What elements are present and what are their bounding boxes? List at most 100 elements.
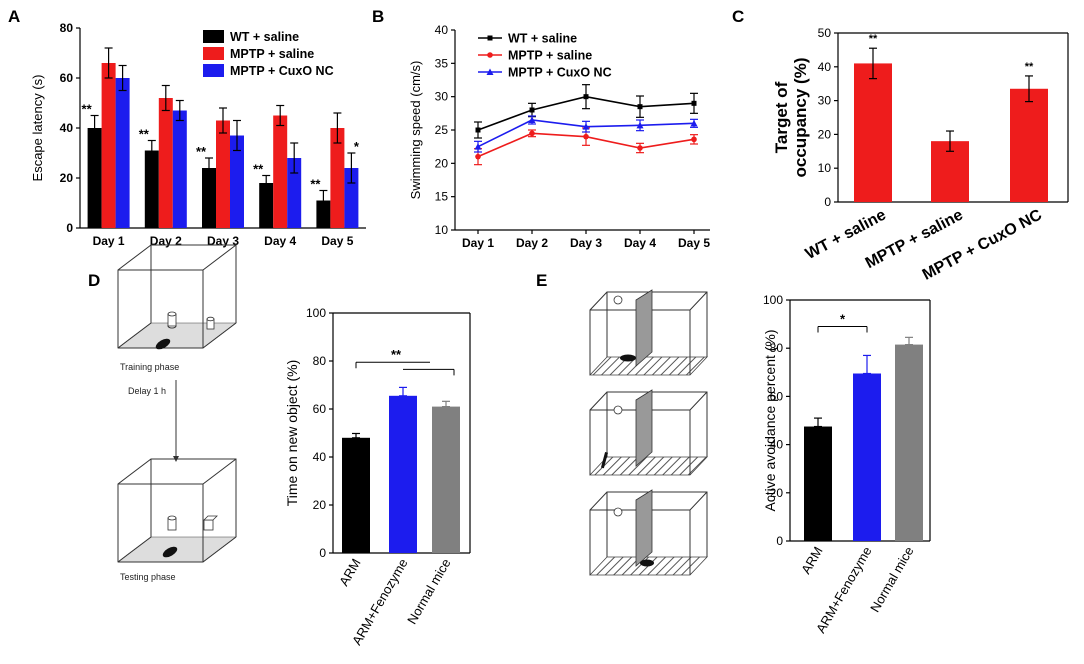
chart-b-point	[582, 123, 590, 130]
chart-b-legend-marker	[486, 68, 494, 75]
chart-c-y-title-line1: Target of	[772, 81, 791, 153]
illustration-active-avoidance	[589, 289, 708, 576]
chart-b-legend-label: WT + saline	[508, 32, 577, 46]
chart-a-bar	[202, 168, 216, 228]
chart-b-y-tick-label: 35	[435, 56, 449, 70]
light-bulb-icon	[613, 295, 623, 305]
chart-c-y-title-line2: occupancy (%)	[791, 58, 810, 178]
chart-d-significance: **	[391, 347, 402, 362]
chart-b-y-tick-label: 25	[435, 123, 449, 137]
chart-c-y-tick-label: 40	[818, 60, 832, 74]
chart-b-legend-marker	[487, 35, 493, 41]
chart-c-significance: **	[1025, 61, 1034, 73]
chart-a-legend-swatch	[203, 64, 224, 77]
chart-a-legend-swatch	[203, 30, 224, 43]
chart-b-y-tick-label: 20	[435, 156, 449, 170]
chart-c-y-tick-label: 10	[818, 161, 832, 175]
chart-b-legend-label: MPTP + CuxO NC	[508, 66, 612, 80]
chart-a-y-tick-label: 40	[60, 121, 74, 135]
chart-e-bar	[804, 426, 832, 541]
chart-c-y-tick-label: 0	[824, 195, 831, 209]
chart-d-bar	[389, 395, 417, 553]
panel-letter-d: D	[88, 271, 100, 290]
chart-e-y-tick-label: 100	[763, 293, 783, 307]
chart-c-y-tick-label: 30	[818, 94, 832, 108]
chart-d-y-tick-label: 60	[313, 402, 327, 416]
chart-c-significance: **	[869, 33, 878, 45]
chart-b-y-tick-label: 30	[435, 90, 449, 104]
chart-b-point	[528, 116, 536, 123]
chart-a-y-tick-label: 0	[66, 221, 73, 235]
chart-a-significance: **	[253, 162, 264, 177]
chart-b-swimming-speed: 10 15 20 25 30 35 40 Day 1 Day 2 Day 3 Day 4 Day 5 S…	[408, 23, 710, 250]
light-bulb-icon	[613, 507, 623, 517]
training-phase-caption: Training phase	[120, 362, 179, 372]
chart-b-point	[529, 107, 535, 113]
chart-e-y-title: Active avoidance percent (%)	[762, 329, 778, 511]
chart-b-legend-label: MPTP + saline	[508, 49, 592, 63]
shuttle-box-1	[589, 289, 708, 376]
chart-a-y-tick-label: 20	[60, 171, 74, 185]
chart-d-y-tick-label: 100	[306, 306, 326, 320]
panel-letter-c: C	[732, 7, 744, 26]
chart-e-y-tick-label: 20	[770, 486, 784, 500]
chart-a-y-title: Escape latency (s)	[30, 75, 45, 182]
mouse-icon	[162, 546, 178, 558]
chart-b-x-label: Day 1	[462, 236, 494, 250]
chart-c-bar	[1010, 88, 1048, 202]
chart-a-significance: **	[82, 102, 93, 117]
chart-a-bar	[316, 200, 331, 228]
chart-b-y-title: Swimming speed (cm/s)	[408, 61, 423, 200]
training-box-drawing	[117, 244, 237, 350]
chart-e-bar	[853, 373, 881, 541]
chart-d-bar	[432, 406, 460, 553]
chart-a-y-tick-label: 80	[60, 21, 74, 35]
chart-b-x-label: Day 2	[516, 236, 548, 250]
panel-letter-b: B	[372, 7, 384, 26]
chart-d-y-tick-label: 20	[313, 498, 327, 512]
chart-e-y-tick-label: 40	[770, 438, 784, 452]
chart-b-point	[529, 130, 535, 137]
testing-phase-caption: Testing phase	[120, 572, 176, 582]
chart-a-bar	[273, 115, 288, 228]
chart-b-point	[583, 133, 589, 140]
delay-caption: Delay 1 h	[128, 386, 166, 396]
chart-e-y-tick-label: 80	[770, 341, 784, 355]
chart-c-y-tick-label: 20	[818, 127, 832, 141]
chart-b-point	[636, 121, 644, 129]
chart-a-legend-label: WT + saline	[230, 30, 299, 44]
light-bulb-icon	[613, 405, 623, 415]
chart-b-point	[691, 100, 697, 106]
mouse-icon	[620, 354, 636, 362]
chart-b-point	[583, 94, 589, 100]
chart-d-y-tick-label: 0	[319, 546, 326, 560]
chart-b-y-tick-label: 15	[435, 190, 449, 204]
chart-a-bar	[87, 128, 102, 228]
chart-b-x-label: Day 5	[678, 236, 710, 250]
chart-d-y-title: Time on new object (%)	[284, 360, 300, 507]
chart-b-y-tick-label: 40	[435, 23, 449, 37]
chart-a-significance: *	[354, 139, 360, 154]
chart-b-point	[475, 153, 481, 160]
panel-letter-e: E	[536, 271, 547, 290]
panel-letter-a: A	[8, 7, 20, 26]
chart-b-x-label: Day 3	[570, 236, 602, 250]
mouse-icon	[600, 452, 609, 469]
chart-b-point	[637, 104, 643, 110]
chart-a-bar	[287, 158, 302, 228]
chart-d-x-label: Normal mice	[404, 556, 453, 627]
mouse-icon	[155, 338, 171, 350]
chart-a-significance: **	[310, 177, 321, 192]
chart-b-point	[475, 127, 481, 133]
chart-e-y-tick-label: 60	[770, 389, 784, 403]
chart-a-x-label: Day 4	[264, 234, 296, 248]
chart-a-y-tick-label: 60	[60, 71, 74, 85]
chart-c-y-tick-label: 50	[818, 26, 832, 40]
chart-a-bar	[216, 120, 230, 228]
chart-a-bar	[101, 63, 116, 228]
